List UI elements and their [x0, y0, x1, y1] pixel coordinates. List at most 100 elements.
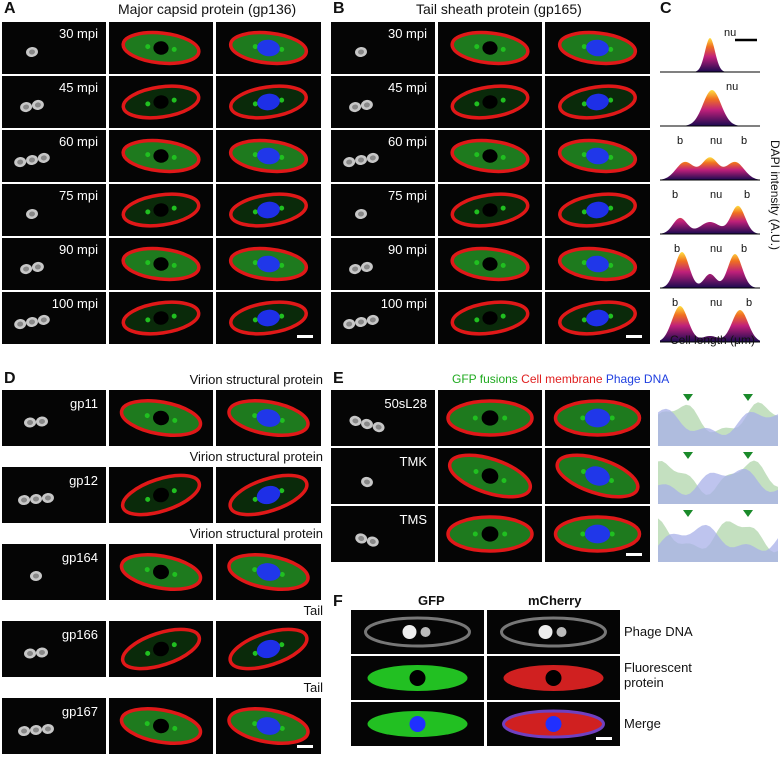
timepoint-label: 75 mpi [387, 188, 427, 203]
panel-d-letter: D [4, 370, 16, 387]
panel-e-tile-1-gfp [438, 448, 542, 504]
panel-d-tile-1-merge [216, 467, 321, 523]
timepoint-label: 60 mpi [58, 134, 98, 149]
panel-f-col-mcherry: mCherry [528, 593, 582, 608]
panel-b-tile-2-gfp [438, 130, 542, 182]
arrowhead-icon [683, 452, 693, 459]
arrowhead-icon [683, 394, 693, 401]
panel-b-tile-3-dna: 75 mpi [331, 184, 435, 236]
panel-d-tile-0-merge [216, 390, 321, 446]
protein-name: gp11 [70, 396, 98, 411]
scale-bar [297, 745, 313, 748]
panel-e-tile-0-gfp [438, 390, 542, 446]
legend-dna: Phage DNA [605, 372, 670, 386]
peak-label: nu [710, 297, 722, 309]
panel-b-tile-0-dna: 30 mpi [331, 22, 435, 74]
panel-d-tile-4-merge [216, 698, 321, 754]
fusion-name: TMK [399, 454, 427, 469]
intensity-profile [658, 394, 778, 446]
panel-a-tile-2-gfp [109, 130, 213, 182]
row-label: Phage DNA [624, 624, 693, 639]
protein-name: gp12 [69, 473, 98, 488]
panel-b-tile-1-gfp [438, 76, 542, 128]
protein-category: Tail [303, 603, 323, 618]
panel-f-tile-2-mcherry [487, 702, 620, 746]
peak-label: b [672, 189, 678, 201]
scale-bar [297, 335, 313, 338]
protein-category: Tail [303, 680, 323, 695]
panel-a-tile-3-merge [216, 184, 321, 236]
panel-d-tile-2-gfp [109, 544, 213, 600]
panel-e-tile-1-dna: TMK [331, 448, 435, 504]
peak-label: b [741, 243, 747, 255]
peak-label: nu [710, 189, 722, 201]
panel-a-tile-0-dna: 30 mpi [2, 22, 106, 74]
timepoint-label: 90 mpi [387, 242, 427, 257]
peak-label: b [677, 135, 683, 147]
panel-a-tile-1-merge [216, 76, 321, 128]
dapi-profile: b nu b [660, 135, 760, 181]
panel-d-tile-2-merge [216, 544, 321, 600]
panel-c-xlabel: Cell length (μm) [670, 333, 755, 347]
peak-label: nu [710, 243, 722, 255]
panel-d-tile-3-dna: gp166 [2, 621, 106, 677]
peak-label: b [744, 189, 750, 201]
panel-f-letter: F [333, 593, 343, 610]
panel-d-tile-0-dna: gp11 [2, 390, 106, 446]
panel-b-tile-0-gfp [438, 22, 542, 74]
panel-e-letter: E [333, 370, 344, 387]
panel-f-tile-1-gfp [351, 656, 484, 700]
panel-a-tile-2-dna: 60 mpi [2, 130, 106, 182]
panel-a-title: Major capsid protein (gp136) [118, 1, 297, 17]
panel-d-tile-3-merge [216, 621, 321, 677]
dapi-profile: nu [660, 81, 760, 127]
panel-a-tile-4-merge [216, 238, 321, 290]
protein-category: Virion structural protein [189, 449, 323, 464]
intensity-profile [658, 452, 778, 504]
legend-membrane: Cell membrane [521, 372, 603, 386]
panel-f-col-gfp: GFP [418, 593, 445, 608]
panel-f-tile-1-mcherry [487, 656, 620, 700]
protein-name: gp167 [61, 704, 98, 719]
panel-d-tile-1-dna: gp12 [2, 467, 106, 523]
dapi-profile: b nu b [660, 243, 760, 289]
panel-b-tile-5-dna: 100 mpi [331, 292, 435, 344]
protein-category: Virion structural protein [189, 526, 323, 541]
panel-d-tile-2-dna: gp164 [2, 544, 106, 600]
scale-bar [596, 737, 612, 740]
dapi-profile: b nu b [660, 189, 760, 235]
panel-d-tile-0-gfp [109, 390, 213, 446]
peak-label: nu [710, 135, 722, 147]
panel-b-tile-1-dna: 45 mpi [331, 76, 435, 128]
panel-a-tile-5-dna: 100 mpi [2, 292, 106, 344]
panel-a-tile-5-merge [216, 292, 321, 344]
panel-a-tile-3-gfp [109, 184, 213, 236]
panel-a-tile-1-dna: 45 mpi [2, 76, 106, 128]
panel-b-tile-4-gfp [438, 238, 542, 290]
panel-b-title: Tail sheath protein (gp165) [416, 1, 582, 17]
timepoint-label: 100 mpi [51, 296, 98, 311]
arrowhead-icon [743, 452, 753, 459]
panel-e-tile-0-dna: 50sL28 [331, 390, 435, 446]
panel-a-tile-1-gfp [109, 76, 213, 128]
panel-b-tile-3-merge [545, 184, 650, 236]
panel-a-tile-2-merge [216, 130, 321, 182]
peak-label: b [674, 243, 680, 255]
panel-a-tile-4-gfp [109, 238, 213, 290]
panel-b-tile-0-merge [545, 22, 650, 74]
arrowhead-icon [743, 394, 753, 401]
panel-a-tile-4-dna: 90 mpi [2, 238, 106, 290]
timepoint-label: 90 mpi [58, 242, 98, 257]
panel-f-tile-2-gfp [351, 702, 484, 746]
panel-d-tile-1-gfp [109, 467, 213, 523]
panel-f-tile-0-mcherry [487, 610, 620, 654]
panel-e-tile-0-merge [545, 390, 650, 446]
panel-b-tile-4-dna: 90 mpi [331, 238, 435, 290]
panel-a-letter: A [4, 0, 16, 17]
arrowhead-icon [683, 510, 693, 517]
panel-d-tile-4-gfp [109, 698, 213, 754]
dapi-profile: b nu b [660, 297, 760, 343]
panel-c-letter: C [660, 0, 672, 17]
fusion-name: 50sL28 [384, 396, 427, 411]
timepoint-label: 30 mpi [58, 26, 98, 41]
